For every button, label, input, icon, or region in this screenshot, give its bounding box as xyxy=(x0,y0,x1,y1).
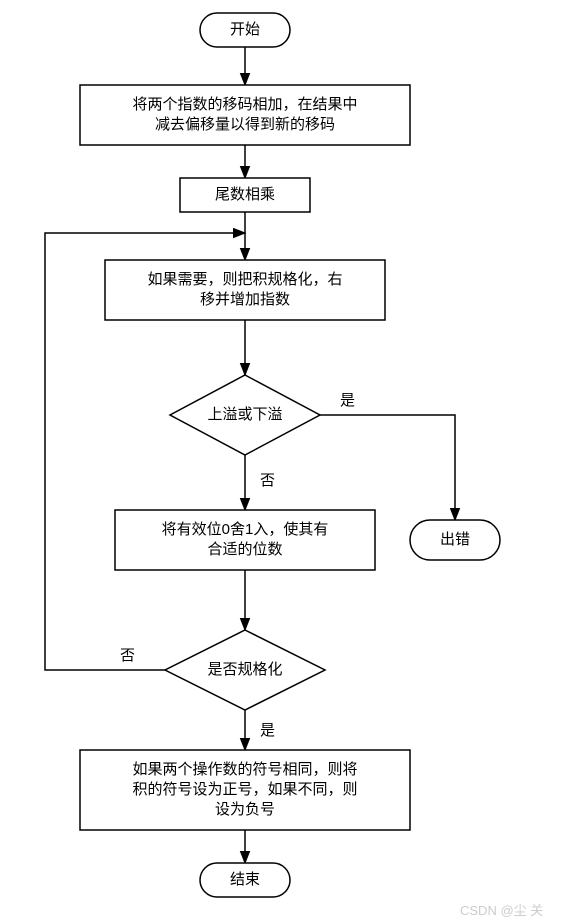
node-step2-label: 尾数相乘 xyxy=(215,186,275,203)
node-dec1: 上溢或下溢 xyxy=(170,375,320,455)
node-step4: 将有效位0舍1入，使其有合适的位数 xyxy=(115,510,375,570)
node-step5: 如果两个操作数的符号相同，则将积的符号设为正号，如果不同，则设为负号 xyxy=(80,750,410,830)
node-error-label: 出错 xyxy=(440,531,470,548)
node-dec2-label: 是否规格化 xyxy=(207,661,282,678)
node-step3-label-line0: 如果需要，则把积规格化，右 xyxy=(147,271,342,288)
edge-dec1-error xyxy=(320,415,455,520)
flowchart-svg: 否是是否开始将两个指数的移码相加，在结果中减去偏移量以得到新的移码尾数相乘如果需… xyxy=(0,0,573,923)
node-start-label: 开始 xyxy=(230,21,260,38)
node-error: 出错 xyxy=(410,520,500,560)
nodes-layer: 开始将两个指数的移码相加，在结果中减去偏移量以得到新的移码尾数相乘如果需要，则把… xyxy=(80,13,500,897)
node-step1-label-line0: 将两个指数的移码相加，在结果中 xyxy=(132,96,357,113)
node-dec1-label: 上溢或下溢 xyxy=(207,406,282,423)
node-step1: 将两个指数的移码相加，在结果中减去偏移量以得到新的移码 xyxy=(80,85,410,145)
node-end-label: 结束 xyxy=(230,871,260,888)
node-step4-label-line1: 合适的位数 xyxy=(207,541,282,558)
node-step3-label-line1: 移并增加指数 xyxy=(200,291,290,308)
node-step5-label-line0: 如果两个操作数的符号相同，则将 xyxy=(132,761,357,778)
node-step3: 如果需要，则把积规格化，右移并增加指数 xyxy=(105,260,385,320)
node-step5-label-line1: 积的符号设为正号，如果不同，则 xyxy=(132,781,357,798)
edge-label-dec1-error: 是 xyxy=(340,392,355,409)
edge-label-dec2-step5: 是 xyxy=(260,722,275,739)
edge-label-dec2-step3_loop: 否 xyxy=(120,647,135,664)
node-step2: 尾数相乘 xyxy=(180,178,310,212)
edge-label-dec1-step4: 否 xyxy=(260,472,275,489)
node-step4-label-line0: 将有效位0舍1入，使其有 xyxy=(162,521,329,538)
watermark: CSDN @尘 关 xyxy=(460,903,543,918)
edges-layer: 否是是否 xyxy=(45,47,455,863)
node-dec2: 是否规格化 xyxy=(165,630,325,710)
node-end: 结束 xyxy=(200,863,290,897)
node-step1-label-line1: 减去偏移量以得到新的移码 xyxy=(155,116,335,133)
node-step5-label-line2: 设为负号 xyxy=(215,801,275,818)
node-start: 开始 xyxy=(200,13,290,47)
